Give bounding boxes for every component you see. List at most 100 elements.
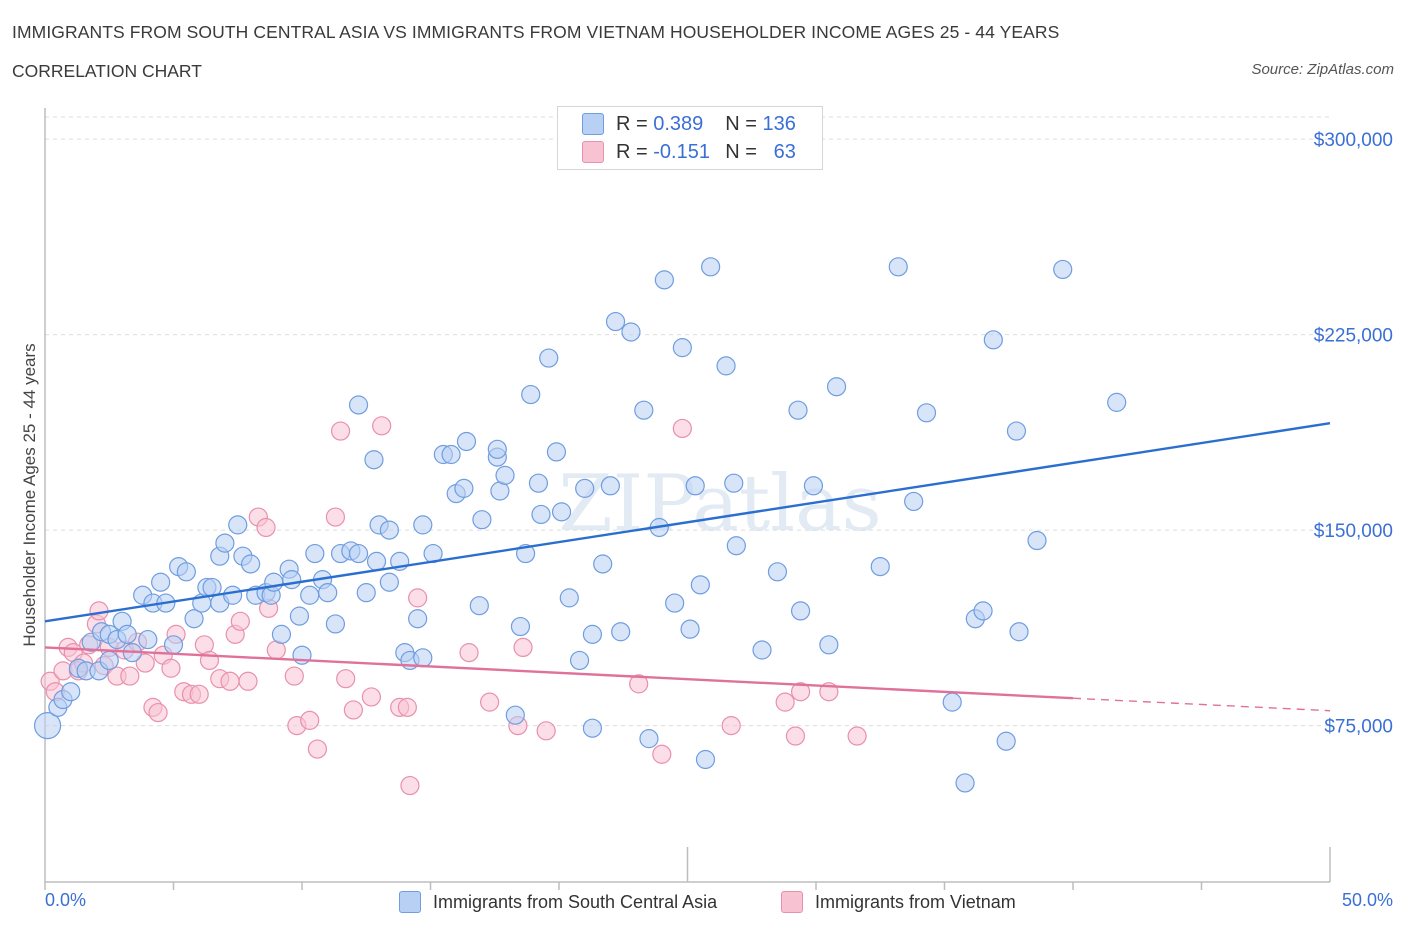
asia-point xyxy=(215,533,235,553)
asia-point xyxy=(117,624,137,644)
trend-line-vietnam-extension xyxy=(1072,697,1331,712)
chart-subtitle: CORRELATION CHART xyxy=(12,61,202,81)
vietnam-point xyxy=(790,682,811,702)
asia-point xyxy=(955,773,975,793)
legend-r-label: R = xyxy=(616,140,648,163)
axes xyxy=(44,108,1331,890)
legend-swatch-pink xyxy=(582,141,604,163)
asia-point xyxy=(1006,421,1027,441)
asia-point xyxy=(916,403,937,423)
asia-point xyxy=(33,711,62,740)
vietnam-point xyxy=(361,687,381,707)
asia-point xyxy=(685,476,705,496)
vietnam-point xyxy=(847,726,867,746)
asia-point xyxy=(528,473,549,493)
asia-point xyxy=(690,575,710,595)
x-axis-min-label: 0.0% xyxy=(45,890,87,910)
vietnam-point xyxy=(307,739,328,759)
vietnam-point xyxy=(161,658,181,678)
vietnam-point xyxy=(325,507,346,527)
asia-point xyxy=(348,395,369,415)
vietnam-point xyxy=(230,611,250,631)
asia-point xyxy=(539,348,559,368)
asia-point xyxy=(241,554,261,574)
y-axis-label: Householder Income Ages 25 - 44 years xyxy=(20,343,39,646)
asia-point xyxy=(472,510,492,530)
legend-n-value: 63 xyxy=(773,140,796,163)
asia-point xyxy=(413,648,433,668)
asia-point xyxy=(803,476,824,496)
asia-point xyxy=(621,322,641,342)
asia-point xyxy=(456,431,477,452)
asia-point xyxy=(325,614,346,634)
vietnam-point xyxy=(120,666,140,686)
asia-point xyxy=(138,629,158,650)
vietnam-point xyxy=(408,588,428,608)
asia-point xyxy=(888,257,908,277)
bottom-legend-label-blue: Immigrants from South Central Asia xyxy=(433,891,718,912)
bottom-legend-swatch-blue xyxy=(399,891,421,913)
source-credit: Source: ZipAtlas.com xyxy=(1251,61,1394,78)
asia-point xyxy=(505,705,525,725)
asia-point xyxy=(379,572,399,592)
legend-row-blue: R = 0.389 N = 136 xyxy=(582,110,796,138)
asia-point xyxy=(639,729,659,749)
trend-line-south-central-asia xyxy=(44,422,1331,623)
legend-n-label: N = xyxy=(725,112,757,135)
vietnam-point xyxy=(721,715,741,736)
asia-point xyxy=(176,562,196,582)
asia-point xyxy=(454,478,474,498)
vietnam-point xyxy=(220,671,240,691)
correlation-legend: R = 0.389 N = 136 R = -0.151 N = 63 xyxy=(557,106,823,170)
asia-point xyxy=(942,692,962,712)
asia-point xyxy=(973,601,993,621)
bottom-legend-pink: Immigrants from Vietnam xyxy=(781,888,1016,916)
asia-point xyxy=(724,473,744,493)
asia-point xyxy=(593,554,613,574)
bottom-legend-swatch-pink xyxy=(781,891,803,913)
legend-row-pink: R = -0.151 N = 63 xyxy=(582,138,796,166)
asia-point xyxy=(356,583,376,603)
vietnam-point xyxy=(785,726,806,746)
asia-point xyxy=(672,338,692,358)
vietnam-point xyxy=(513,637,533,658)
x-axis-max-label: 50.0% xyxy=(1341,890,1393,910)
asia-point xyxy=(163,635,184,655)
asia-point xyxy=(788,400,808,420)
asia-point xyxy=(695,749,716,770)
legend-n-label: N = xyxy=(725,140,757,163)
asia-point xyxy=(469,596,489,616)
y-tick-label: $150,000 xyxy=(1314,521,1393,542)
vietnam-point xyxy=(330,421,351,441)
asia-point xyxy=(582,718,603,738)
asia-point xyxy=(996,731,1016,751)
vietnam-point xyxy=(284,666,304,686)
south-central-asia-points xyxy=(33,257,1127,793)
vietnam-point xyxy=(397,697,417,717)
y-tick-label: $225,000 xyxy=(1314,326,1393,347)
asia-point xyxy=(228,515,248,535)
asia-point xyxy=(983,330,1003,350)
asia-point xyxy=(665,593,685,613)
legend-n-value: 136 xyxy=(762,112,796,135)
vietnam-point xyxy=(775,692,795,712)
vietnam-point xyxy=(536,721,556,741)
legend-r-label: R = xyxy=(616,112,648,135)
asia-point xyxy=(634,400,654,420)
vietnam-point xyxy=(189,684,209,704)
asia-point xyxy=(569,650,590,671)
y-tick-labels: $75,000 $150,000 $225,000 $300,000 xyxy=(1314,130,1393,737)
asia-point xyxy=(223,585,243,605)
vietnam-point xyxy=(336,669,356,689)
vietnam-point xyxy=(238,671,258,691)
asia-point xyxy=(611,622,631,642)
asia-point xyxy=(348,543,369,564)
asia-point xyxy=(575,478,595,498)
asia-point xyxy=(61,682,81,702)
trend-line-vietnam xyxy=(44,646,1074,700)
asia-point xyxy=(701,257,721,277)
asia-point xyxy=(546,442,567,462)
vietnam-point xyxy=(400,775,420,796)
asia-point xyxy=(600,476,621,496)
